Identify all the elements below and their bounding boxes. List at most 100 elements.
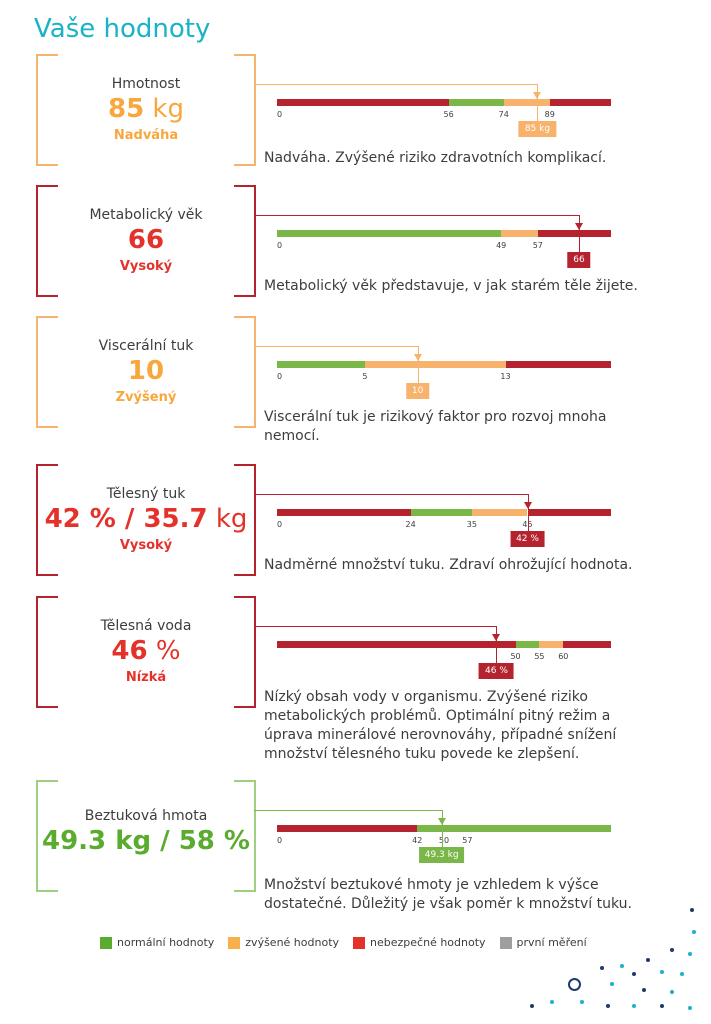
metric-value-unit: kg [144, 94, 184, 124]
arrow-down-icon [574, 223, 583, 230]
connector-horizontal [254, 215, 579, 216]
bracket-left [36, 596, 58, 708]
metric-row: Beztuková hmota 49.3 kg / 58 % 0 42 50 57 49.3… [0, 780, 711, 912]
scale-tick: 55 [534, 652, 545, 661]
metric-row: Viscerální tuk 10 Zvýšený 0 5 13 10 Viscerální … [0, 316, 711, 444]
connector-horizontal [254, 626, 497, 627]
metric-label: Metabolický věk [89, 207, 203, 223]
arrow-down-icon [492, 634, 501, 641]
scale-segment [277, 509, 411, 516]
scale-tick: 50 [438, 836, 450, 845]
metric-value: 85 kg [36, 94, 256, 124]
arrow-down-icon [523, 502, 532, 509]
decorative-dot [688, 1006, 692, 1010]
scale-segment [471, 509, 528, 516]
scale-tick: 0 [277, 520, 283, 529]
decorative-ring [568, 978, 581, 991]
bracket-right [234, 780, 256, 892]
decorative-dot [632, 1004, 636, 1008]
connector-horizontal [254, 346, 418, 347]
legend-item: první měření [499, 936, 587, 949]
decorative-dot [550, 1000, 554, 1004]
scale-segment [539, 641, 564, 648]
scale-segment [277, 361, 365, 368]
connector-horizontal [254, 810, 442, 811]
connector-vertical [527, 494, 529, 539]
legend-item: zvýšené hodnoty [228, 936, 339, 949]
metric-label: Beztuková hmota [84, 808, 208, 824]
scale-tick: 57 [462, 836, 473, 845]
scale-tick: 49 [496, 241, 507, 250]
arrow-down-icon [533, 92, 542, 99]
scale-segment [537, 230, 611, 237]
decorative-dot [690, 908, 694, 912]
metric-label: Viscerální tuk [98, 338, 194, 354]
scale-segment [549, 99, 611, 106]
scale-segment [527, 509, 611, 516]
metric-row: Hmotnost 85 kg Nadváha 0 56 74 89 85 kg Nadváha.… [0, 54, 711, 182]
decorative-dot [632, 972, 636, 976]
metric-description: Metabolický věk představuje, v jak staré… [264, 278, 638, 294]
decorative-dot [620, 964, 624, 968]
metric-label: Tělesná voda [100, 618, 192, 634]
decorative-dot [610, 982, 614, 986]
metric-value-number: 85 [107, 94, 145, 124]
scale-tick: 56 [443, 110, 454, 119]
scale-tick: 50 [510, 652, 521, 661]
legend-item: nebezpečné hodnoty [353, 936, 486, 949]
connector-horizontal [254, 494, 528, 495]
decorative-dot [642, 988, 646, 992]
value-marker: 10 [405, 383, 430, 399]
value-marker: 85 kg [518, 121, 557, 137]
legend-swatch [499, 936, 512, 949]
legend-label: první měření [516, 936, 587, 949]
scale-tick: 0 [277, 372, 283, 381]
decorative-dot [530, 1004, 534, 1008]
scale-segment [364, 361, 506, 368]
legend-swatch [353, 936, 366, 949]
value-marker: 66 [567, 252, 591, 268]
bracket-right [234, 185, 256, 297]
metric-value-unit: kg [207, 504, 248, 534]
scale-tick: 24 [405, 520, 416, 529]
decorative-dot [660, 970, 664, 974]
metric-value: 66 [36, 225, 256, 255]
metric-description: Množství beztukové hmoty je vzhledem k v… [264, 877, 632, 912]
metric-status: Zvýšený [115, 390, 177, 405]
decorative-dot [646, 958, 650, 962]
scale-segment [503, 99, 550, 106]
bracket-left [36, 464, 58, 576]
connector-vertical [441, 810, 443, 855]
decorative-dot [600, 966, 604, 970]
scale-segment [277, 825, 418, 832]
bracket-left [36, 316, 58, 428]
metric-value-number: 42 % / 35.7 [44, 504, 208, 534]
metric-value: 46 % [36, 636, 256, 666]
scale-bar: 0 49 57 [277, 230, 611, 250]
scale-tick: 13 [500, 372, 511, 381]
legend-item: normální hodnoty [100, 936, 214, 949]
legend-label: nebezpečné hodnoty [370, 936, 486, 949]
arrow-down-icon [437, 818, 446, 825]
metric-value: 10 [36, 356, 256, 386]
metric-status: Nízká [125, 670, 167, 685]
decorative-dot [660, 1004, 664, 1008]
scale-tick: 35 [466, 520, 477, 529]
scale-bar: 0 5 13 [277, 361, 611, 381]
scale-tick: 89 [544, 110, 555, 119]
bracket-left [36, 780, 58, 892]
scale-segment [410, 509, 472, 516]
scale-tick: 0 [277, 836, 283, 845]
legend: normální hodnoty zvýšené hodnoty nebezpečn… [100, 936, 587, 949]
metric-status: Vysoký [119, 538, 173, 553]
scale-bar: 0 42 50 57 [277, 825, 611, 845]
metric-description: Viscerální tuk je rizikový faktor pro ro… [264, 409, 607, 444]
connector-vertical [578, 215, 580, 260]
metric-value: 42 % / 35.7 kg [36, 504, 256, 534]
legend-label: zvýšené hodnoty [245, 936, 340, 949]
value-marker: 49.3 kg [418, 847, 465, 863]
metric-label: Tělesný tuk [106, 486, 186, 502]
bracket-right [234, 316, 256, 428]
scale-tick: 74 [498, 110, 509, 119]
